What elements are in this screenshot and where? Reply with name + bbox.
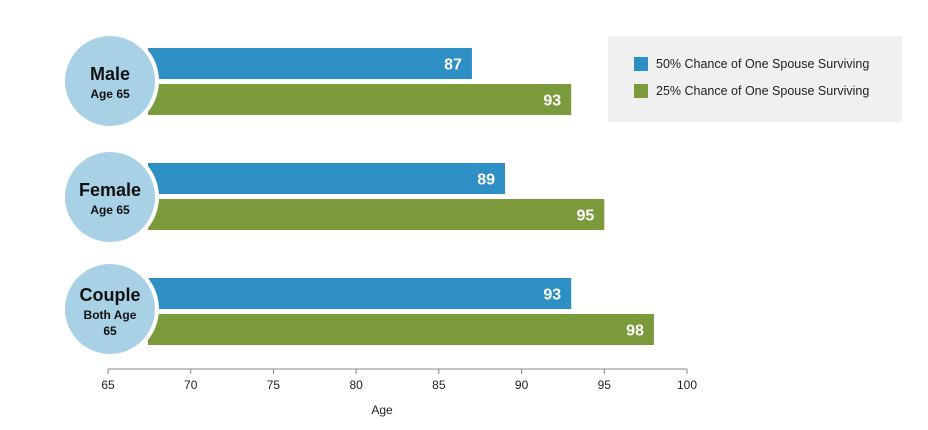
x-axis-title: Age	[371, 403, 393, 417]
category-subtitle: Age 65	[90, 203, 130, 217]
category-title: Male	[90, 64, 130, 84]
legend: 50% Chance of One Spouse Surviving 25% C…	[608, 36, 902, 122]
category-badge	[65, 152, 155, 242]
x-tick-label: 75	[267, 378, 281, 392]
bar-value-label: 93	[543, 93, 561, 110]
x-axis: 65 70 75 80 85 90 95 100	[101, 368, 697, 392]
category-subtitle: Age 65	[90, 87, 130, 101]
x-tick-label: 80	[349, 378, 363, 392]
legend-item: 50% Chance of One Spouse Surviving	[634, 57, 869, 71]
category-subtitle: Both Age	[84, 308, 137, 322]
bar	[148, 199, 605, 230]
legend-label: 25% Chance of One Spouse Surviving	[656, 84, 870, 98]
bar-value-label: 98	[626, 323, 644, 340]
category-subtitle: 65	[103, 324, 117, 338]
bar	[148, 84, 572, 115]
legend-swatch	[634, 57, 648, 71]
category-title: Female	[79, 180, 141, 200]
category-labels: Male Age 65 Female Age 65 Couple Both Age 65	[61, 32, 159, 358]
bar-value-label: 95	[576, 208, 594, 225]
bar	[148, 278, 572, 309]
legend-swatch	[634, 84, 648, 98]
x-tick-label: 65	[101, 378, 115, 392]
category-badge	[65, 264, 155, 354]
legend-item: 25% Chance of One Spouse Surviving	[634, 84, 869, 98]
x-tick-label: 90	[515, 378, 529, 392]
bar-value-label: 93	[543, 287, 561, 304]
x-tick-label: 100	[677, 378, 697, 392]
bars-layer: 87 89 93 93 95 98	[148, 48, 654, 345]
bar	[148, 314, 654, 345]
category-title: Couple	[80, 285, 141, 305]
bar-value-label: 87	[444, 57, 462, 74]
x-tick-label: 70	[184, 378, 198, 392]
x-tick-label: 85	[432, 378, 446, 392]
bar	[148, 163, 506, 194]
category-badge	[65, 36, 155, 126]
bar-value-label: 89	[477, 172, 495, 189]
bar	[148, 48, 472, 79]
x-tick-label: 95	[598, 378, 612, 392]
legend-label: 50% Chance of One Spouse Surviving	[656, 57, 870, 71]
